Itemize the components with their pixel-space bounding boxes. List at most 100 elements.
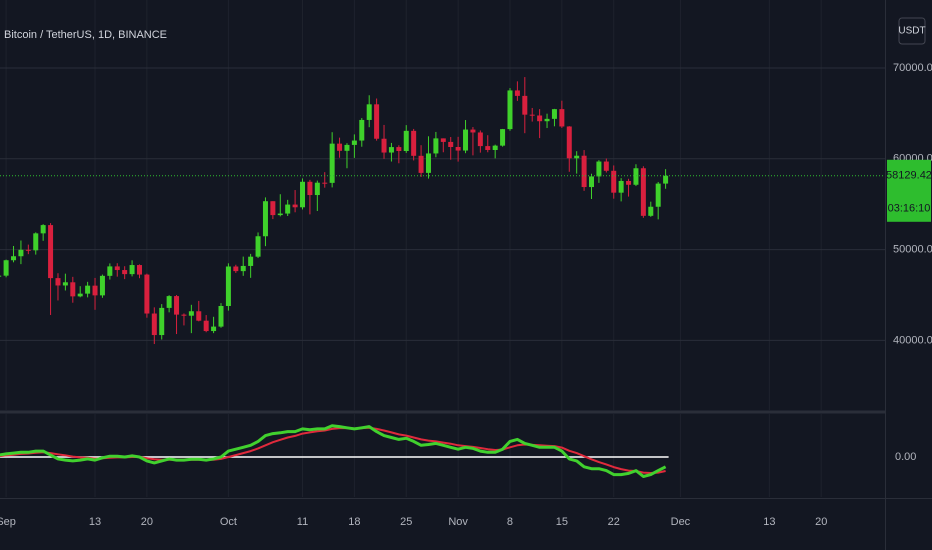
candle-body — [396, 147, 402, 151]
candle-body — [648, 206, 654, 216]
candle-body — [574, 155, 580, 159]
candle-body — [388, 147, 394, 153]
candle-body — [211, 326, 217, 332]
candle-body — [233, 266, 239, 272]
candle-body — [485, 146, 491, 150]
x-tick-label: 13 — [89, 516, 101, 528]
candle-body — [411, 130, 417, 156]
candle-body — [374, 104, 380, 139]
y-tick-label: 40000.00 — [893, 334, 932, 346]
candle-body — [40, 225, 46, 234]
candle-body — [48, 225, 54, 279]
candle-body — [529, 114, 535, 116]
candle-body — [92, 285, 98, 296]
plot-area — [0, 0, 885, 497]
candle-body — [136, 265, 142, 275]
candle-body — [463, 129, 469, 151]
candle-body — [181, 314, 187, 316]
candle-body — [11, 256, 17, 261]
candle-body — [522, 95, 528, 115]
candle-body — [633, 168, 639, 185]
candle-body — [70, 282, 76, 297]
candle-body — [285, 204, 291, 214]
x-tick-label: Sep — [0, 516, 16, 528]
indicator-line — [0, 424, 667, 478]
candle-body — [425, 153, 431, 173]
candle-body — [300, 181, 306, 208]
candle-body — [581, 155, 587, 188]
candle-body — [0, 275, 2, 277]
candle-body — [551, 109, 557, 119]
currency-button-label[interactable]: USDT — [898, 26, 925, 37]
candle-body — [62, 282, 68, 286]
y-tick-label: 50000.00 — [893, 244, 932, 256]
x-tick-label: 25 — [400, 516, 412, 528]
x-tick-label: 11 — [297, 516, 308, 528]
indicator-tick-label: 0.00 — [895, 451, 916, 463]
candle-body — [403, 130, 409, 151]
last-price-box — [887, 159, 931, 222]
candle-body — [366, 104, 372, 120]
candle-body — [359, 119, 365, 141]
y-tick-label: 70000.00 — [893, 62, 932, 74]
candle-body — [492, 145, 498, 150]
candle-body — [337, 143, 343, 151]
x-tick-label: 15 — [556, 516, 568, 528]
candle-body — [166, 296, 172, 308]
candle-body — [322, 182, 328, 184]
x-tick-label: 8 — [507, 516, 513, 528]
candle-body — [559, 109, 565, 127]
candle-body — [99, 275, 105, 296]
currency-button[interactable] — [898, 17, 926, 45]
candle-body — [477, 132, 483, 147]
candle-body — [544, 118, 550, 122]
candle-body — [307, 181, 313, 196]
candle-body — [455, 147, 461, 151]
candle-body — [3, 260, 9, 276]
candle-body — [122, 270, 128, 275]
candle-body — [196, 311, 202, 321]
candle-body — [418, 155, 424, 173]
candle-body — [188, 311, 194, 316]
x-tick-label: 18 — [348, 516, 360, 528]
candle-body — [144, 274, 150, 314]
last-price-label: 58129.42 — [886, 170, 932, 182]
countdown-label: 03:16:10 — [888, 203, 931, 215]
candle-body — [225, 266, 231, 306]
candle-body — [618, 180, 624, 193]
candle-body — [277, 213, 283, 216]
candle-body — [655, 183, 661, 207]
candle-body — [663, 175, 669, 184]
candle-body — [151, 313, 157, 336]
candle-body — [114, 266, 120, 271]
candle-body — [626, 180, 632, 185]
candle-body — [596, 161, 602, 177]
candle-body — [470, 129, 476, 133]
x-tick-label: Nov — [448, 516, 468, 528]
candle-body — [18, 249, 24, 257]
candle-body — [381, 138, 387, 153]
candle-body — [25, 249, 31, 251]
candle-body — [159, 307, 165, 336]
x-tick-label: 22 — [608, 516, 620, 528]
candle-body — [248, 256, 254, 266]
candle-body — [329, 143, 335, 183]
candle-body — [33, 233, 39, 251]
candle-body — [514, 90, 520, 96]
candle-body — [270, 201, 276, 216]
x-tick-label: 20 — [141, 516, 153, 528]
candle-body — [537, 115, 543, 122]
candle-body — [344, 144, 350, 151]
candle-body — [507, 90, 513, 130]
candle-body — [566, 126, 572, 159]
candle-body — [107, 266, 113, 276]
candle-body — [203, 320, 209, 332]
candle-body — [255, 236, 261, 257]
candle-body — [314, 182, 320, 196]
candle-body — [433, 138, 439, 154]
candle-body — [440, 138, 446, 142]
x-tick-label: 20 — [815, 516, 827, 528]
